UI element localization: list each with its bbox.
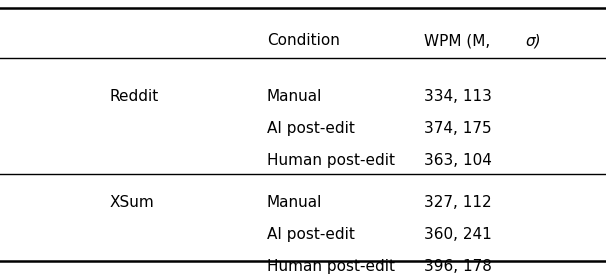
Text: XSum: XSum bbox=[109, 195, 154, 210]
Text: Manual: Manual bbox=[267, 89, 322, 104]
Text: 374, 175: 374, 175 bbox=[424, 121, 492, 136]
Text: Human post-edit: Human post-edit bbox=[267, 153, 395, 168]
Text: WPM (M,: WPM (M, bbox=[424, 33, 495, 48]
Text: Human post-edit: Human post-edit bbox=[267, 259, 395, 274]
Text: Condition: Condition bbox=[267, 33, 339, 48]
Text: 363, 104: 363, 104 bbox=[424, 153, 492, 168]
Text: Reddit: Reddit bbox=[109, 89, 158, 104]
Text: σ): σ) bbox=[526, 33, 542, 48]
Text: 360, 241: 360, 241 bbox=[424, 227, 492, 242]
Text: Manual: Manual bbox=[267, 195, 322, 210]
Text: 334, 113: 334, 113 bbox=[424, 89, 492, 104]
Text: AI post-edit: AI post-edit bbox=[267, 227, 355, 242]
Text: 396, 178: 396, 178 bbox=[424, 259, 492, 274]
Text: 327, 112: 327, 112 bbox=[424, 195, 492, 210]
Text: AI post-edit: AI post-edit bbox=[267, 121, 355, 136]
